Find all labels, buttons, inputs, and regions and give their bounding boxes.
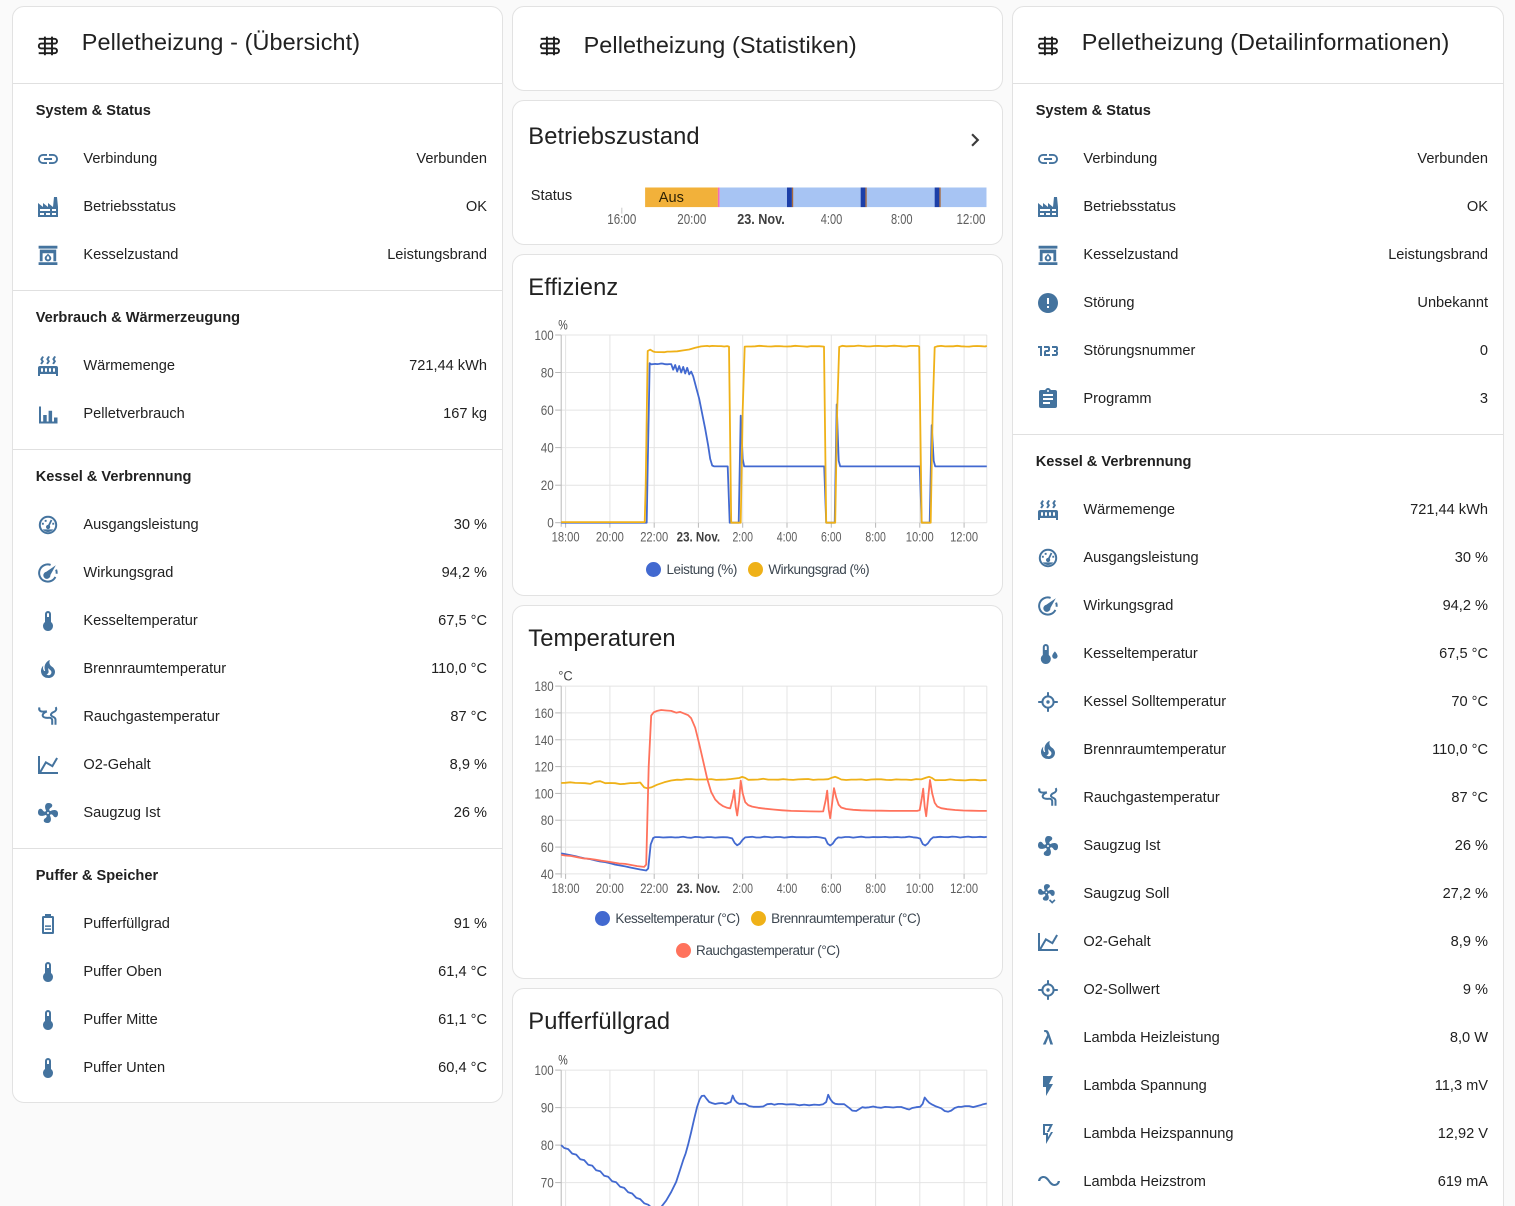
svg-text:12:00: 12:00 — [950, 530, 978, 545]
svg-text:2:00: 2:00 — [732, 881, 752, 896]
svg-text:0: 0 — [547, 516, 554, 532]
svg-text:80: 80 — [540, 366, 553, 382]
svg-text:140: 140 — [534, 733, 553, 749]
svg-text:6:00: 6:00 — [821, 881, 841, 896]
svg-text:20:00: 20:00 — [596, 881, 624, 896]
svg-text:22:00: 22:00 — [640, 881, 668, 896]
svg-text:100: 100 — [534, 787, 553, 803]
svg-text:16:00: 16:00 — [607, 212, 636, 228]
svg-text:90: 90 — [540, 1101, 553, 1117]
svg-text:6:00: 6:00 — [821, 530, 841, 545]
svg-text:23. Nov.: 23. Nov. — [676, 530, 719, 545]
svg-text:18:00: 18:00 — [551, 881, 579, 896]
svg-text:60: 60 — [540, 403, 553, 419]
svg-text:23. Nov.: 23. Nov. — [676, 881, 719, 896]
svg-text:4:00: 4:00 — [777, 881, 797, 896]
svg-text:4:00: 4:00 — [821, 212, 843, 228]
svg-text:23. Nov.: 23. Nov. — [737, 212, 784, 228]
svg-text:%: % — [558, 318, 567, 333]
svg-text:20:00: 20:00 — [596, 530, 624, 545]
svg-text:8:00: 8:00 — [865, 881, 885, 896]
svg-text:100: 100 — [534, 1063, 553, 1079]
svg-text:40: 40 — [540, 867, 553, 883]
svg-text:160: 160 — [534, 706, 553, 722]
svg-text:80: 80 — [540, 1138, 553, 1154]
svg-text:4:00: 4:00 — [777, 530, 797, 545]
svg-text:120: 120 — [534, 760, 553, 776]
svg-text:18:00: 18:00 — [551, 530, 579, 545]
svg-text:12:00: 12:00 — [956, 212, 985, 228]
svg-text:20: 20 — [540, 478, 553, 494]
svg-text:8:00: 8:00 — [891, 212, 913, 228]
svg-text:λ: λ — [1043, 1029, 1054, 1050]
svg-text:70: 70 — [540, 1176, 553, 1192]
svg-text:180: 180 — [534, 679, 553, 695]
svg-text:10:00: 10:00 — [906, 530, 934, 545]
svg-text:12:00: 12:00 — [950, 881, 978, 896]
svg-text:20:00: 20:00 — [677, 212, 706, 228]
svg-text:°C: °C — [558, 669, 573, 684]
svg-text:22:00: 22:00 — [640, 530, 668, 545]
svg-text:80: 80 — [540, 814, 553, 830]
svg-text:10:00: 10:00 — [906, 881, 934, 896]
svg-text:8:00: 8:00 — [865, 530, 885, 545]
svg-text:%: % — [558, 1053, 567, 1068]
svg-text:100: 100 — [534, 328, 553, 344]
svg-text:Aus: Aus — [659, 190, 684, 206]
svg-text:40: 40 — [540, 441, 553, 457]
svg-text:2:00: 2:00 — [732, 530, 752, 545]
svg-text:60: 60 — [540, 840, 553, 856]
